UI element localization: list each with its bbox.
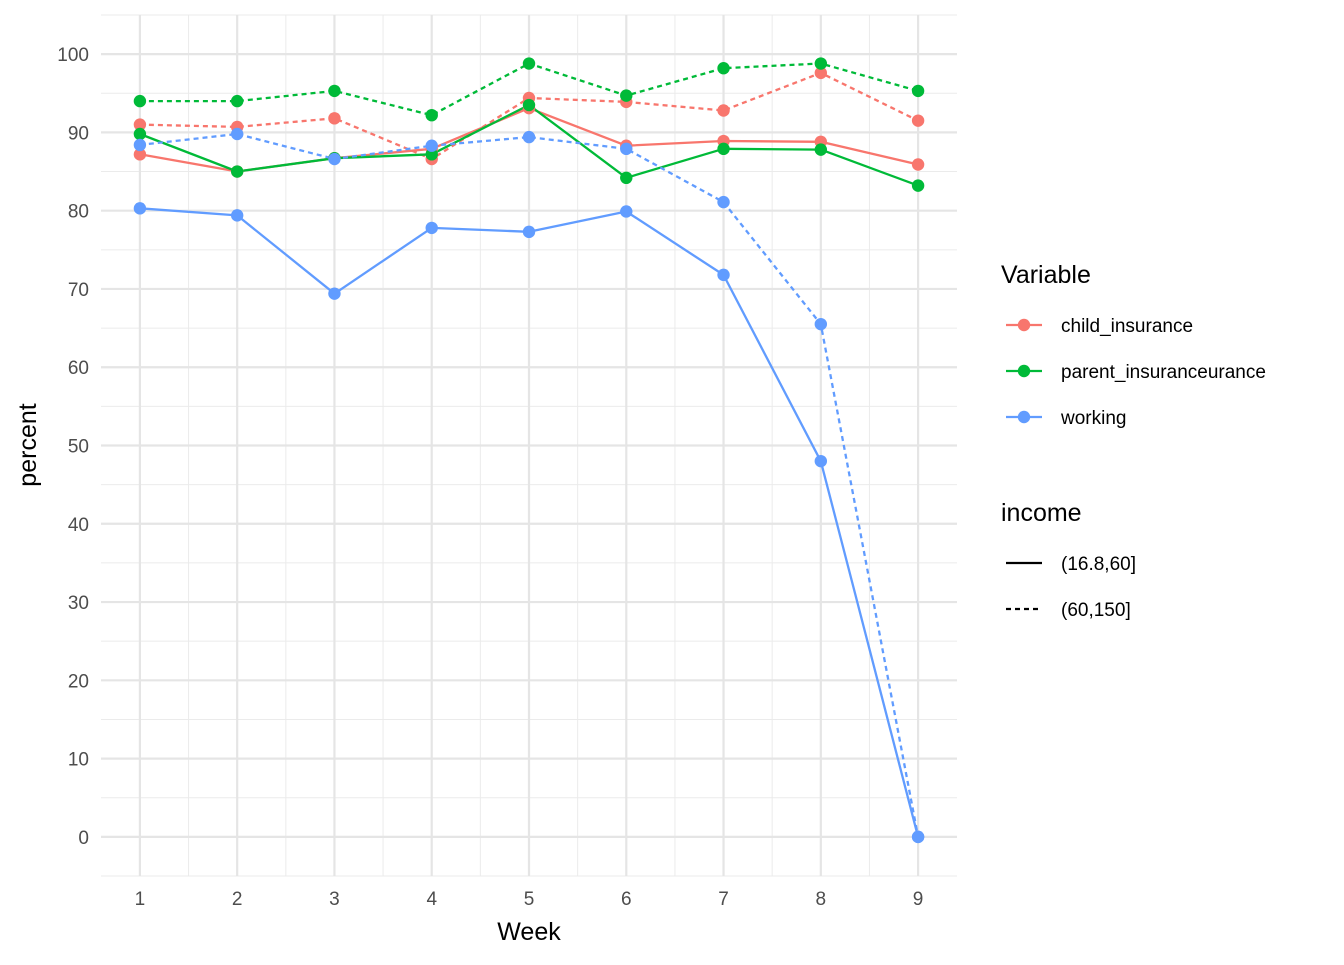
legend-title-variable: Variable xyxy=(1001,261,1091,289)
data-point-parent-insuranceurance xyxy=(814,57,828,70)
series-points xyxy=(133,57,925,844)
data-point-child-insurance xyxy=(911,114,925,127)
legend-label: working xyxy=(1060,408,1126,429)
data-point-working xyxy=(911,830,925,844)
data-point-working xyxy=(717,268,730,282)
y-tick-label: 10 xyxy=(68,750,89,771)
x-tick-label: 7 xyxy=(718,889,729,910)
grid xyxy=(101,14,957,877)
x-tick-label: 8 xyxy=(816,889,827,910)
data-point-parent-insuranceurance xyxy=(911,84,925,98)
data-point-working xyxy=(230,127,244,141)
data-point-parent-insuranceurance xyxy=(814,143,828,156)
data-point-working xyxy=(133,202,147,215)
x-axis-title: Week xyxy=(497,918,561,946)
data-point-parent-insuranceurance xyxy=(620,171,633,185)
data-point-working xyxy=(425,139,438,152)
x-tick-label: 2 xyxy=(232,889,243,910)
y-tick-label: 70 xyxy=(68,280,89,301)
x-tick-label: 1 xyxy=(135,889,146,910)
data-point-child-insurance xyxy=(328,112,341,125)
y-tick-label: 80 xyxy=(68,202,89,223)
data-point-parent-insuranceurance xyxy=(133,127,147,141)
data-point-parent-insuranceurance xyxy=(522,98,536,112)
data-point-parent-insuranceurance xyxy=(425,108,438,122)
data-point-parent-insuranceurance xyxy=(522,57,536,70)
y-axis-title: percent xyxy=(14,403,42,486)
y-tick-label: 60 xyxy=(68,358,89,379)
legend-label: (16.8,60] xyxy=(1061,554,1136,575)
data-point-working xyxy=(717,195,730,209)
y-tick-label: 90 xyxy=(68,123,89,144)
data-point-parent-insuranceurance xyxy=(328,84,341,98)
y-tick-label: 50 xyxy=(68,437,89,458)
legend-label: (60,150] xyxy=(1061,600,1131,621)
legend-key-point xyxy=(1017,318,1031,332)
data-point-working xyxy=(522,225,536,239)
data-point-child-insurance xyxy=(717,104,730,117)
x-tick-label: 9 xyxy=(913,889,924,910)
legend-key-point xyxy=(1017,364,1031,378)
y-tick-label: 40 xyxy=(68,515,89,536)
data-point-child-insurance xyxy=(911,158,925,171)
data-point-parent-insuranceurance xyxy=(230,165,244,178)
data-point-working xyxy=(230,209,244,222)
x-tick-label: 6 xyxy=(621,889,632,910)
y-tick-label: 100 xyxy=(57,45,89,66)
data-point-parent-insuranceurance xyxy=(717,62,730,75)
data-point-working xyxy=(814,454,828,468)
data-point-working xyxy=(620,205,633,218)
legend-label: child_insurance xyxy=(1061,316,1193,337)
data-point-parent-insuranceurance xyxy=(133,94,147,108)
data-point-parent-insuranceurance xyxy=(717,142,730,156)
x-tick-label: 4 xyxy=(426,889,437,910)
data-point-working xyxy=(522,130,536,144)
legend-label: parent_insuranceurance xyxy=(1061,362,1266,383)
legend-key-point xyxy=(1017,410,1031,424)
data-point-working xyxy=(814,317,828,331)
data-point-working xyxy=(133,138,147,152)
y-tick-label: 0 xyxy=(78,828,89,849)
y-tick-label: 20 xyxy=(68,671,89,692)
data-point-child-insurance xyxy=(133,148,147,161)
data-point-parent-insuranceurance xyxy=(911,179,925,192)
axes: 0 10 20 30 40 50 60 70 80 90 100 1 2 3 4 5 6 7 8 9 xyxy=(57,45,923,910)
data-point-child-insurance xyxy=(133,118,147,131)
data-point-child-insurance xyxy=(814,66,828,80)
x-tick-label: 5 xyxy=(524,889,535,910)
data-point-working xyxy=(328,152,341,166)
data-point-parent-insuranceurance xyxy=(230,94,244,108)
data-point-parent-insuranceurance xyxy=(620,89,633,102)
legend: Variable income child_insurance parent_in… xyxy=(1001,261,1266,621)
data-point-working xyxy=(620,142,633,156)
y-tick-label: 30 xyxy=(68,593,89,614)
data-point-working xyxy=(425,221,438,235)
data-point-parent-insuranceurance xyxy=(425,148,438,161)
data-point-working xyxy=(328,287,341,300)
legend-title-income: income xyxy=(1001,499,1082,527)
x-tick-label: 3 xyxy=(329,889,340,910)
